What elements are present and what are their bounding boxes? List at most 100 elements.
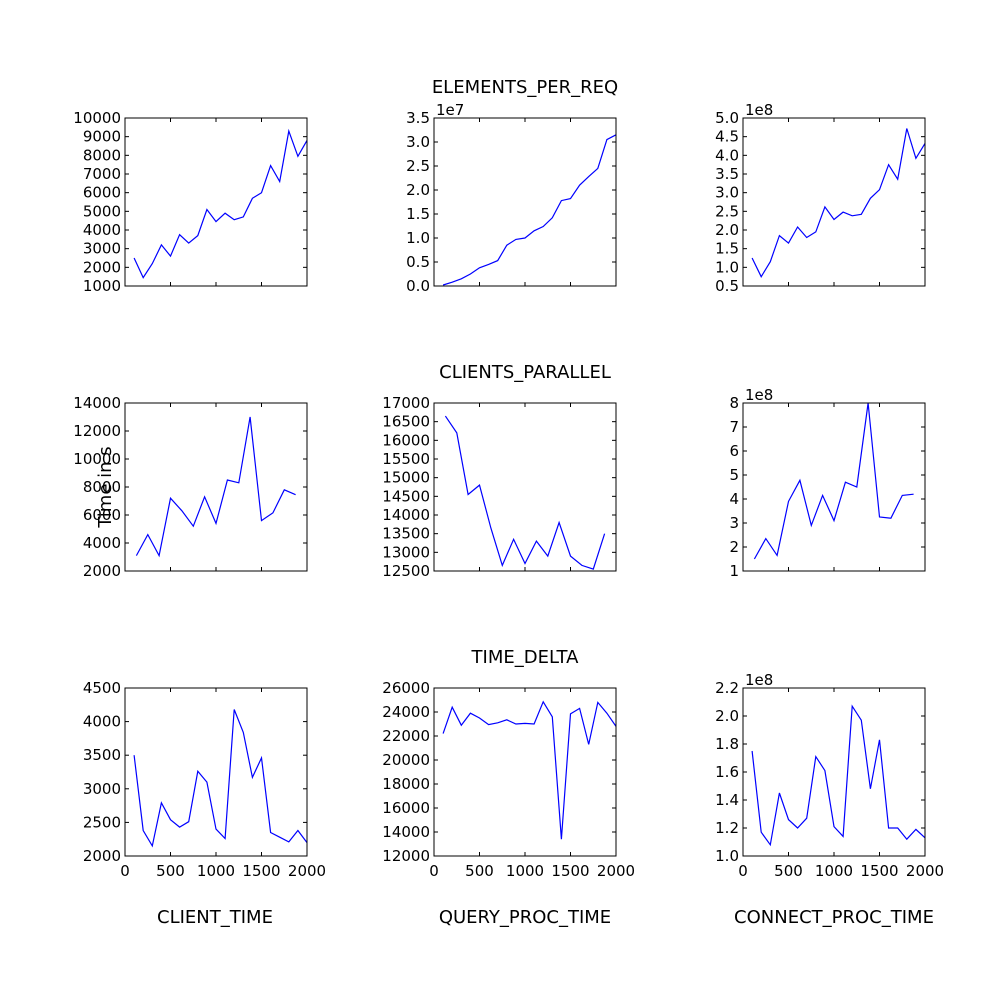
y-tick-label: 16500	[382, 413, 430, 431]
x-tick-label: 2000	[288, 862, 326, 880]
subplot-2-2: 1.0 1.2 1.4 1.6 1.8 2.0 2.2 0 500 1000 1500 2000 1e8	[715, 671, 944, 880]
x-tick-label: 0	[429, 862, 439, 880]
y-tick-label: 5000	[83, 202, 121, 220]
y-tick-label: 1000	[83, 277, 121, 295]
y-tick-label: 7	[729, 418, 739, 436]
y-tick-label: 3.0	[715, 184, 739, 202]
y-tick-label: 2.2	[715, 679, 739, 697]
y-tick-label: 3000	[83, 780, 121, 798]
y-tick-label: 2	[729, 538, 739, 556]
x-tick-label: 500	[774, 862, 803, 880]
series-line	[442, 700, 617, 840]
y-tick-label: 20000	[382, 751, 430, 769]
row-title-1: CLIENTS_PARALLEL	[439, 362, 611, 383]
y-tick-label: 2.5	[715, 202, 739, 220]
y-tick-label: 9000	[83, 128, 121, 146]
y-tick-label: 24000	[382, 703, 430, 721]
series-line	[751, 704, 926, 847]
subplot-1-0: 2000 4000 6000 8000 10000 12000 14000	[73, 394, 308, 580]
axis-offset-label: 1e7	[436, 101, 464, 119]
y-tick-label: 12000	[73, 422, 121, 440]
x-tick-label: 1000	[506, 862, 544, 880]
y-tick-label: 0.5	[715, 277, 739, 295]
y-tick-label: 4000	[83, 534, 121, 552]
y-tick-label: 12000	[382, 847, 430, 865]
x-tick-label: 1000	[197, 862, 235, 880]
subplot-0-1: 0.0 0.5 1.0 1.5 2.0 2.5 3.0 3.5 1e7	[406, 101, 617, 295]
subplot-0-0: 1000200030004000500060007000800090001000…	[73, 109, 308, 295]
series-line	[133, 128, 308, 279]
series-line	[135, 416, 296, 558]
y-tick-label: 22000	[382, 727, 430, 745]
y-tick-label: 17000	[382, 394, 430, 412]
series-line	[442, 134, 617, 286]
x-tick-label: 0	[738, 862, 748, 880]
col-label-1: QUERY_PROC_TIME	[439, 907, 611, 928]
axes-frame	[433, 117, 617, 287]
row-title-0: ELEMENTS_PER_REQ	[432, 77, 618, 98]
y-tick-label: 14000	[73, 394, 121, 412]
y-tick-label: 1.6	[715, 763, 739, 781]
y-tick-label: 8	[729, 394, 739, 412]
y-tick-label: 1	[729, 562, 739, 580]
y-tick-label: 26000	[382, 679, 430, 697]
y-tick-label: 8000	[83, 478, 121, 496]
axes-frame	[433, 402, 617, 572]
y-tick-label: 4.5	[715, 128, 739, 146]
y-tick-label: 4000	[83, 713, 121, 731]
y-tick-label: 2000	[83, 562, 121, 580]
y-tick-label: 2500	[83, 813, 121, 831]
y-tick-label: 5.0	[715, 109, 739, 127]
y-tick-label: 14000	[382, 506, 430, 524]
y-tick-label: 1.0	[406, 229, 430, 247]
subplot-1-1: 1250013000135001400014500150001550016000…	[382, 394, 617, 580]
y-tick-label: 2.5	[406, 157, 430, 175]
y-tick-label: 4	[729, 490, 739, 508]
axes-frame	[124, 687, 308, 857]
x-tick-label: 2000	[906, 862, 944, 880]
x-tick-label: 1500	[242, 862, 280, 880]
series-line	[133, 709, 308, 848]
y-tick-label: 1.4	[715, 791, 739, 809]
y-tick-label: 16000	[382, 799, 430, 817]
y-tick-label: 3.5	[406, 109, 430, 127]
y-tick-label: 15000	[382, 469, 430, 487]
subplot-0-2: 0.51.01.52.02.53.03.54.04.55.0 1e8	[715, 101, 926, 295]
subplot-2-1: 12000 14000 16000 18000 20000 22000 24000 26000…	[382, 679, 635, 880]
axis-offset-label: 1e8	[745, 101, 773, 119]
col-label-2: CONNECT_PROC_TIME	[734, 907, 934, 928]
axes-frame	[124, 117, 308, 287]
axes-frame	[124, 402, 308, 572]
y-tick-label: 3.5	[715, 165, 739, 183]
y-tick-label: 16000	[382, 431, 430, 449]
row-title-2: TIME_DELTA	[471, 647, 580, 668]
y-tick-label: 13000	[382, 543, 430, 561]
y-tick-label: 1.0	[715, 258, 739, 276]
y-tick-label: 10000	[73, 450, 121, 468]
y-tick-label: 3.0	[406, 133, 430, 151]
axes-frame	[742, 687, 926, 857]
y-axis-label: Time in s	[95, 446, 116, 528]
y-tick-label: 6	[729, 442, 739, 460]
x-tick-label: 0	[120, 862, 130, 880]
y-tick-label: 18000	[382, 775, 430, 793]
axis-offset-label: 1e8	[745, 386, 773, 404]
axes-frame	[433, 687, 617, 857]
y-tick-label: 1.8	[715, 735, 739, 753]
col-label-0: CLIENT_TIME	[157, 907, 273, 928]
y-tick-label: 7000	[83, 165, 121, 183]
y-tick-label: 4.0	[715, 146, 739, 164]
y-tick-label: 15500	[382, 450, 430, 468]
y-tick-label: 0.5	[406, 253, 430, 271]
y-tick-label: 14000	[382, 823, 430, 841]
axis-offset-label: 1e8	[745, 671, 773, 689]
y-tick-label: 14500	[382, 487, 430, 505]
y-tick-label: 12500	[382, 562, 430, 580]
y-tick-label: 2.0	[715, 221, 739, 239]
y-tick-label: 2000	[83, 847, 121, 865]
y-tick-label: 1.5	[406, 205, 430, 223]
y-tick-label: 3500	[83, 746, 121, 764]
y-tick-label: 1.5	[715, 240, 739, 258]
y-tick-label: 3	[729, 514, 739, 532]
